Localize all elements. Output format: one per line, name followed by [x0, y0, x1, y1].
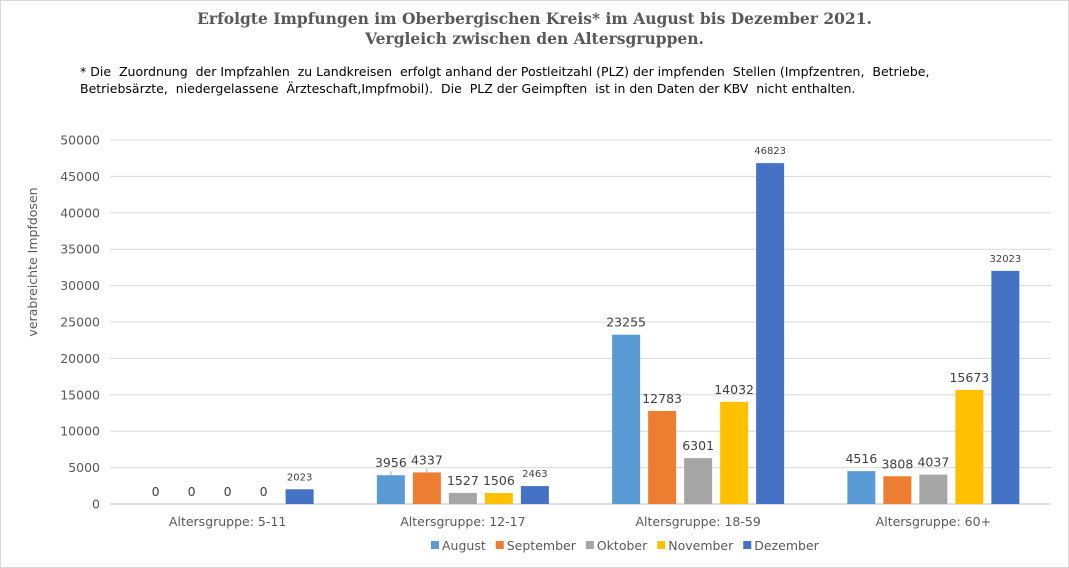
y-tick-label: 25000 — [60, 315, 100, 330]
footnote-line2: Betriebsärzte, niedergelassene Ärztescha… — [80, 81, 856, 96]
legend-swatch — [657, 541, 666, 549]
y-tick-label: 30000 — [60, 278, 100, 293]
bar — [919, 474, 948, 504]
data-label: 14032 — [714, 382, 754, 397]
chart-title: Erfolgte Impfungen im Oberbergischen Kre… — [0, 9, 1069, 49]
data-label: 4516 — [845, 451, 877, 466]
bar — [955, 389, 984, 504]
bar — [720, 401, 749, 504]
y-tick-label: 0 — [92, 497, 100, 512]
category-label: Altersgruppe: 12-17 — [400, 514, 525, 529]
bar — [684, 458, 713, 504]
y-tick-label: 40000 — [60, 205, 100, 220]
bar — [376, 475, 405, 504]
y-tick-label: 45000 — [60, 169, 100, 184]
legend-label: September — [507, 538, 577, 553]
y-tick-label: 20000 — [60, 351, 100, 366]
bar — [612, 334, 641, 504]
data-label: 0 — [260, 484, 268, 499]
y-tick-label: 35000 — [60, 242, 100, 257]
data-label: 3956 — [375, 455, 407, 470]
bar — [847, 471, 876, 504]
bar — [412, 472, 441, 504]
bar — [648, 410, 677, 504]
data-label: 1527 — [447, 473, 479, 488]
data-label: 4337 — [411, 452, 443, 467]
data-label: 0 — [224, 484, 232, 499]
y-axis-label: verabreichte Impfdosen — [25, 187, 40, 336]
bar — [756, 163, 785, 505]
legend-label: August — [442, 538, 486, 553]
bar — [883, 476, 912, 504]
bar — [285, 489, 314, 504]
y-tick-label: 10000 — [60, 424, 100, 439]
chart-title-line2: Vergleich zwischen den Altersgruppen. — [365, 29, 704, 48]
y-tick-label: 15000 — [60, 387, 100, 402]
legend-swatch — [743, 541, 752, 549]
data-label: 3808 — [881, 456, 913, 471]
data-label: 0 — [152, 484, 160, 499]
chart-title-line1: Erfolgte Impfungen im Oberbergischen Kre… — [197, 9, 872, 28]
legend-label: Dezember — [754, 538, 819, 553]
legend-swatch — [431, 541, 439, 549]
chart-footnote: * Die Zuordnung der Impfzahlen zu Landkr… — [80, 63, 1040, 97]
bar — [520, 486, 549, 504]
footnote-line1: * Die Zuordnung der Impfzahlen zu Landkr… — [80, 64, 930, 79]
data-label: 6301 — [682, 438, 714, 453]
data-label: 46823 — [754, 146, 786, 157]
bar — [448, 492, 477, 504]
data-label: 15673 — [949, 370, 989, 385]
bar — [484, 493, 513, 504]
legend-label: Oktober — [597, 538, 648, 553]
data-label: 2463 — [522, 469, 547, 480]
bar — [991, 270, 1020, 504]
data-label: 0 — [188, 484, 196, 499]
data-label: 32023 — [989, 254, 1021, 265]
data-label: 4037 — [917, 455, 949, 470]
data-label: 2023 — [287, 472, 312, 483]
y-tick-label: 50000 — [60, 133, 100, 148]
y-tick-label: 5000 — [68, 460, 100, 475]
legend-swatch — [495, 541, 504, 549]
data-label: 1506 — [483, 473, 515, 488]
category-label: Altersgruppe: 18-59 — [635, 514, 760, 529]
category-label: Altersgruppe: 60+ — [876, 514, 991, 529]
data-label: 23255 — [606, 315, 646, 330]
category-label: Altersgruppe: 5-11 — [169, 514, 286, 529]
legend-swatch — [585, 541, 594, 549]
data-label: 12783 — [642, 391, 682, 406]
legend-label: November — [668, 538, 734, 553]
